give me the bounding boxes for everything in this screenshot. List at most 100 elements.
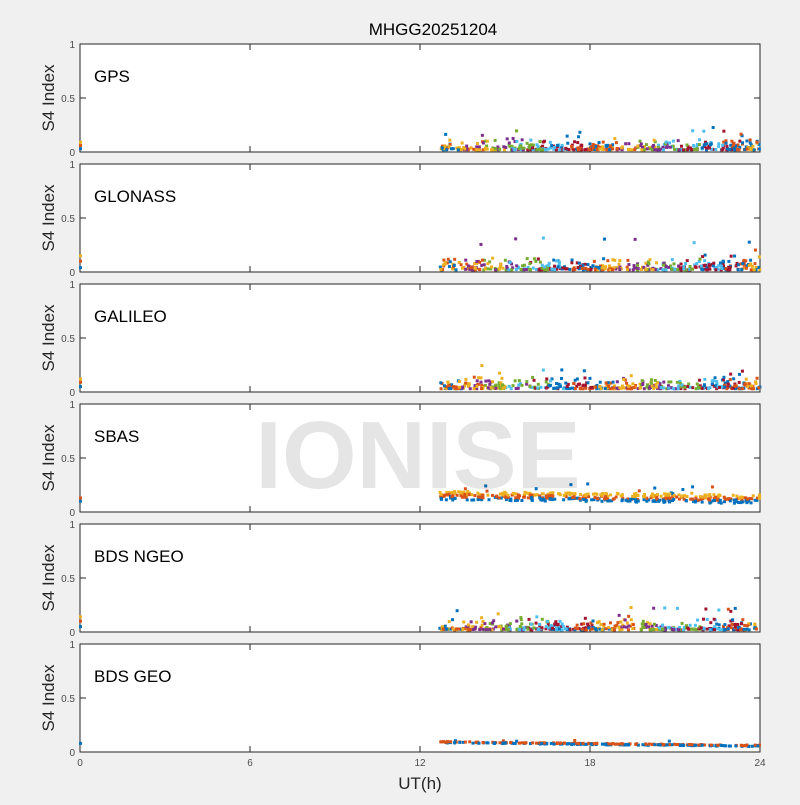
data-point — [571, 267, 575, 271]
data-point — [732, 501, 736, 505]
data-point — [710, 485, 714, 489]
data-point — [744, 145, 748, 149]
data-point — [503, 495, 507, 499]
data-point — [639, 142, 643, 146]
data-point — [753, 743, 757, 747]
data-point — [625, 381, 629, 385]
data-point — [587, 495, 591, 499]
data-point — [488, 260, 492, 264]
data-point — [581, 263, 585, 267]
data-point — [608, 265, 612, 269]
data-point — [663, 492, 667, 496]
data-point — [547, 264, 551, 268]
data-point — [719, 261, 723, 265]
data-point — [697, 385, 701, 389]
data-point — [477, 145, 481, 149]
data-point — [695, 262, 699, 266]
data-point — [443, 624, 447, 628]
data-point — [443, 144, 447, 148]
data-point — [489, 386, 493, 390]
data-point — [697, 743, 701, 747]
data-point — [467, 491, 471, 495]
data-point — [473, 266, 477, 270]
data-point — [743, 496, 747, 500]
data-point — [586, 267, 590, 271]
data-point — [700, 146, 704, 150]
data-point — [568, 387, 572, 391]
data-point — [598, 265, 602, 269]
data-point — [695, 382, 699, 386]
data-point — [510, 268, 514, 272]
data-point — [453, 491, 457, 495]
data-point — [725, 147, 729, 151]
data-point — [626, 268, 630, 272]
data-point — [444, 498, 448, 502]
data-point — [503, 258, 507, 262]
data-point — [656, 268, 660, 272]
data-point — [712, 384, 716, 388]
data-point — [740, 369, 744, 373]
data-point — [608, 499, 612, 503]
data-point — [604, 144, 608, 148]
data-point — [671, 144, 675, 148]
data-point — [542, 265, 546, 269]
data-point — [602, 742, 606, 746]
data-point — [458, 491, 462, 495]
data-point — [595, 383, 599, 387]
data-point — [632, 266, 636, 270]
data-point — [626, 384, 630, 388]
data-point — [450, 490, 454, 494]
data-point — [79, 144, 82, 148]
data-point — [651, 268, 655, 272]
data-point — [707, 494, 711, 498]
data-point — [736, 622, 740, 626]
data-point — [712, 493, 716, 497]
data-point — [692, 143, 696, 147]
data-point — [479, 625, 483, 629]
data-point — [563, 741, 567, 745]
data-point — [634, 492, 638, 496]
data-point — [578, 497, 582, 501]
data-point — [600, 268, 604, 272]
data-point — [573, 739, 577, 743]
data-point — [499, 492, 503, 496]
data-point — [544, 494, 548, 498]
data-point — [697, 627, 701, 631]
data-point — [645, 621, 649, 625]
data-point — [738, 145, 742, 149]
data-point — [484, 146, 488, 150]
data-point — [549, 741, 553, 745]
data-point — [702, 626, 706, 630]
data-point — [658, 148, 662, 152]
data-point — [79, 377, 82, 381]
data-point — [468, 740, 472, 744]
data-point — [521, 148, 525, 152]
data-point — [580, 148, 584, 152]
data-point — [716, 498, 720, 502]
data-point — [447, 145, 451, 149]
data-point — [469, 266, 473, 270]
data-point — [459, 494, 463, 498]
data-point — [485, 489, 489, 493]
plot-area — [79, 283, 761, 393]
data-point — [649, 628, 653, 632]
data-point — [644, 742, 648, 746]
data-point — [684, 624, 688, 628]
data-point — [721, 628, 725, 632]
y-axis-label: S4 Index — [39, 544, 58, 612]
data-point — [552, 147, 556, 151]
data-point — [627, 263, 631, 267]
data-point — [79, 625, 82, 629]
data-point — [717, 264, 721, 268]
data-point — [540, 266, 544, 270]
data-point — [641, 743, 645, 747]
y-axis-label: S4 Index — [39, 64, 58, 132]
data-point — [711, 499, 715, 503]
data-point — [473, 494, 477, 498]
panel-label: BDS GEO — [94, 667, 171, 686]
data-point — [731, 386, 735, 390]
data-point — [539, 385, 543, 389]
data-point — [479, 376, 483, 380]
data-point — [728, 744, 732, 748]
data-point — [721, 143, 725, 147]
